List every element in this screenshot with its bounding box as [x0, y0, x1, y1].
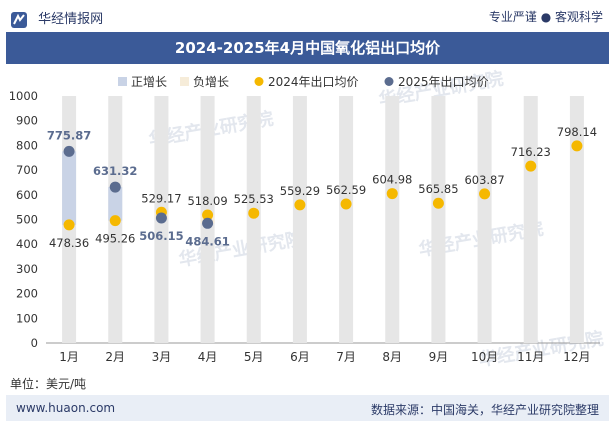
column-background-bar	[246, 96, 261, 343]
point-2025	[63, 145, 75, 157]
column-background-bar	[385, 96, 400, 343]
y-tick-label: 300	[16, 262, 38, 276]
data-label-2024: 716.23	[511, 145, 551, 159]
y-tick-label: 700	[16, 163, 38, 177]
top-bar: 华经情报网 专业严谨 ● 客观科学	[0, 0, 615, 32]
data-label-2025: 506.15	[139, 229, 183, 243]
data-label-2024: 478.36	[49, 236, 89, 250]
y-tick-label: 1000	[9, 89, 38, 103]
point-2025	[155, 212, 167, 224]
chart-svg: 华经产业研究院华经产业研究院华经产业研究院华经产业研究院华经产业研究院正增长负增…	[9, 67, 605, 371]
x-tick-label: 3月	[152, 350, 172, 364]
data-label-2024: 798.14	[557, 125, 597, 139]
legend-swatch	[180, 77, 189, 86]
point-2024	[479, 188, 491, 200]
legend-label: 2024年出口均价	[268, 75, 359, 89]
tagline: 专业严谨 ● 客观科学	[488, 10, 603, 24]
point-2024	[571, 140, 583, 152]
column-background-bar	[292, 96, 307, 343]
y-tick-label: 0	[31, 336, 38, 350]
y-tick-label: 400	[16, 237, 38, 251]
footer-bar: www.huaon.com 数据来源：中国海关，华经产业研究院整理	[6, 395, 609, 421]
positive-growth-bar	[108, 187, 123, 221]
brand: 华经情报网	[10, 8, 103, 29]
point-2024	[294, 199, 306, 211]
data-label-2025: 484.61	[185, 234, 229, 248]
footer-source: 数据来源：中国海关，华经产业研究院整理	[370, 403, 599, 417]
positive-growth-bar	[62, 151, 77, 225]
data-label-2024: 565.85	[418, 182, 458, 196]
legend-swatch	[118, 77, 127, 86]
x-tick-label: 1月	[59, 350, 79, 364]
legend-label: 正增长	[131, 75, 167, 89]
chart-title: 2024-2025年4月中国氧化铝出口均价	[6, 32, 609, 64]
x-tick-label: 11月	[517, 350, 544, 364]
column-background-bar	[569, 96, 584, 343]
point-2024	[340, 198, 352, 210]
data-label-2024: 525.53	[234, 192, 274, 206]
y-tick-label: 500	[16, 213, 38, 227]
x-tick-label: 8月	[382, 350, 402, 364]
y-tick-label: 100	[16, 311, 38, 325]
data-label-2024: 529.17	[141, 191, 181, 205]
legend-marker	[384, 77, 394, 86]
data-label-2024: 604.98	[372, 173, 412, 187]
data-label-2024: 518.09	[187, 194, 227, 208]
y-tick-label: 200	[16, 287, 38, 301]
y-tick-label: 900	[16, 114, 38, 128]
data-label-2024: 603.87	[464, 173, 504, 187]
point-2024	[525, 160, 537, 172]
data-label-2024: 495.26	[95, 232, 135, 246]
column-background-bar	[339, 96, 354, 343]
point-2024	[432, 197, 444, 209]
point-2024	[386, 188, 398, 200]
column-background-bar	[477, 96, 492, 343]
point-2025	[202, 217, 214, 229]
legend-label: 负增长	[193, 75, 229, 89]
point-2024	[63, 219, 75, 231]
brand-logo-icon	[11, 11, 27, 28]
x-tick-label: 2月	[105, 350, 125, 364]
footer-url[interactable]: www.huaon.com	[16, 401, 116, 415]
point-2024	[248, 207, 260, 219]
data-label-2024: 562.59	[326, 183, 366, 197]
x-tick-label: 12月	[563, 350, 590, 364]
x-tick-label: 4月	[198, 350, 218, 364]
x-tick-label: 9月	[429, 350, 449, 364]
unit-label: 单位：美元/吨	[10, 377, 87, 391]
x-tick-label: 10月	[471, 350, 498, 364]
column-background-bar	[523, 96, 538, 343]
legend-label: 2025年出口均价	[398, 75, 489, 89]
point-2025	[109, 181, 121, 193]
x-tick-label: 7月	[336, 350, 356, 364]
data-label-2025: 775.87	[47, 128, 91, 142]
legend-marker	[254, 77, 264, 86]
data-label-2025: 631.32	[93, 164, 137, 178]
x-tick-label: 6月	[290, 350, 310, 364]
x-tick-label: 5月	[244, 350, 264, 364]
point-2024	[109, 215, 121, 227]
data-label-2024: 559.29	[280, 184, 320, 198]
y-tick-label: 600	[16, 188, 38, 202]
point-2024	[202, 209, 214, 221]
y-tick-label: 800	[16, 138, 38, 152]
brand-name: 华经情报网	[38, 12, 104, 27]
column-background-bar	[431, 96, 446, 343]
